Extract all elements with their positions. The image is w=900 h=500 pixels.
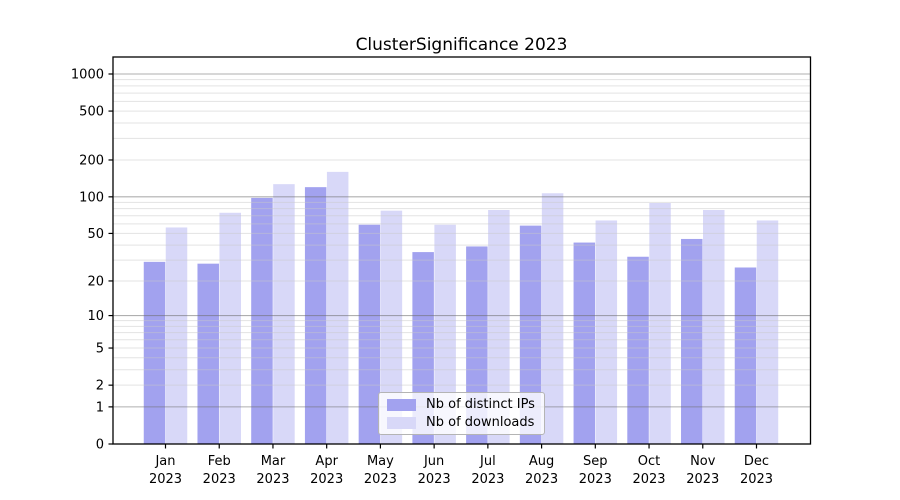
tick-labels-group: 0 1 2 5 10 20 50 100 200 500 1000 Jan 2023 Feb 2023 Mar… (71, 68, 773, 488)
bar-downloads-Aug (541, 193, 564, 444)
bar-downloads-Jan (165, 227, 188, 444)
x-tick-label-year-Dec: 2023 (740, 472, 773, 487)
legend-swatch-downloads (387, 416, 416, 429)
y-tick-label-1: 1 (96, 400, 104, 415)
x-tick-label-year-Jan: 2023 (149, 472, 182, 487)
x-tick-label-year-May: 2023 (364, 472, 397, 487)
bar-distinct-ips-Feb (197, 263, 219, 444)
x-tick-label-year-Apr: 2023 (310, 472, 343, 487)
bar-distinct-ips-Nov (681, 238, 703, 444)
legend-label-distinct-ips: Nb of distinct IPs (426, 397, 535, 412)
y-tick-label-500: 500 (79, 105, 104, 120)
y-tick-label-0: 0 (96, 438, 104, 453)
bar-downloads-Jun (434, 224, 456, 444)
y-tick-label-10: 10 (87, 309, 104, 324)
bar-downloads-May (380, 210, 403, 444)
x-tick-label-month-Dec: Dec (744, 454, 769, 469)
x-tick-label-month-Jul: Jul (479, 454, 496, 469)
chart-title: ClusterSignificance 2023 (355, 35, 568, 55)
bar-distinct-ips-May (358, 224, 381, 444)
legend-item-distinct-ips: Nb of distinct IPs (387, 397, 536, 412)
axes-group (108, 56, 812, 449)
x-tick-label-month-Mar: Mar (261, 454, 286, 469)
legend-swatch-distinct-ips (387, 398, 416, 411)
x-tick-label-year-Aug: 2023 (525, 472, 558, 487)
legend-label-downloads: Nb of downloads (426, 415, 535, 430)
bar-downloads-Apr (326, 171, 349, 444)
x-tick-label-year-Feb: 2023 (203, 472, 236, 487)
x-tick-label-month-Jun: Jun (423, 454, 444, 469)
x-tick-label-month-Jan: Jan (154, 454, 175, 469)
x-tick-label-year-Oct: 2023 (632, 472, 665, 487)
y-tick-label-200: 200 (79, 153, 104, 168)
x-tick-label-year-Sep: 2023 (579, 472, 612, 487)
x-tick-label-month-Apr: Apr (315, 454, 338, 469)
bar-downloads-Mar (273, 184, 295, 444)
bar-distinct-ips-Oct (627, 256, 649, 444)
x-tick-label-month-Sep: Sep (583, 454, 608, 469)
bar-downloads-Feb (219, 212, 241, 444)
y-tick-label-20: 20 (87, 274, 104, 289)
x-tick-label-year-Jul: 2023 (471, 472, 504, 487)
x-tick-label-year-Nov: 2023 (686, 472, 719, 487)
bar-distinct-ips-Jan (143, 261, 166, 444)
legend-item-downloads: Nb of downloads (387, 415, 536, 430)
bar-distinct-ips-Dec (734, 267, 757, 444)
x-tick-label-year-Mar: 2023 (256, 472, 289, 487)
x-tick-label-month-May: May (367, 454, 394, 469)
x-tick-label-month-Oct: Oct (638, 454, 660, 469)
y-tick-label-100: 100 (79, 190, 104, 205)
x-tick-label-year-Jun: 2023 (418, 472, 451, 487)
y-tick-label-1000: 1000 (71, 68, 104, 83)
gridlines-group (113, 73, 810, 408)
y-tick-label-50: 50 (87, 227, 104, 242)
bar-distinct-ips-Aug (519, 225, 542, 444)
y-tick-label-2: 2 (96, 379, 104, 394)
legend: Nb of distinct IPs Nb of downloads (378, 392, 545, 435)
bar-distinct-ips-Sep (573, 242, 596, 444)
y-tick-label-5: 5 (96, 342, 104, 357)
x-tick-label-month-Feb: Feb (208, 454, 231, 469)
bar-downloads-Oct (649, 203, 671, 444)
x-tick-label-month-Nov: Nov (690, 454, 716, 469)
x-tick-label-month-Aug: Aug (529, 454, 554, 469)
plot-frame (112, 56, 812, 445)
